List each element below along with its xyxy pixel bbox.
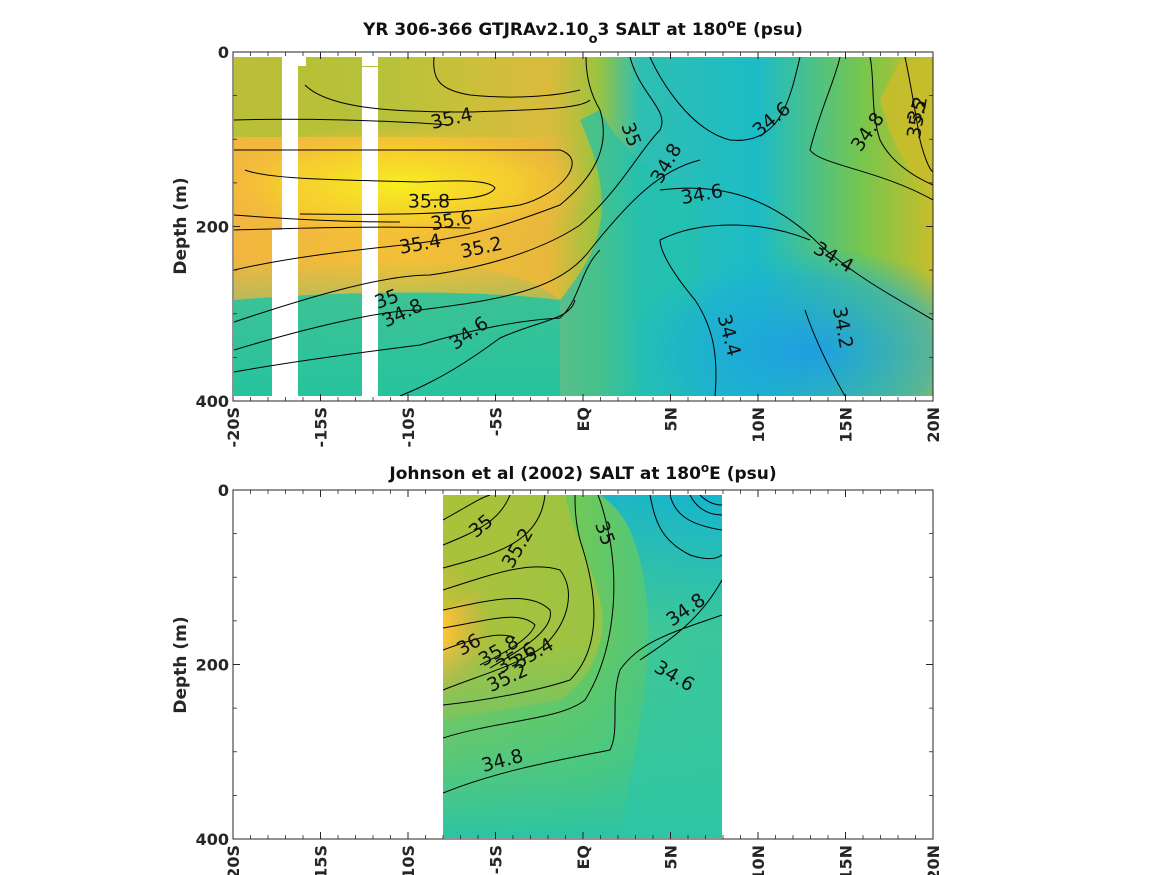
bottom-ytick-label: 400 (196, 830, 229, 849)
top-xtick-label: -20S (224, 407, 243, 447)
top-xtick-label: 10N (749, 407, 768, 443)
bottom-xtick-label: 15N (837, 845, 856, 875)
top-contours (234, 57, 933, 396)
bottom-ytick-label: 0 (218, 481, 229, 500)
top-panel: YR 306-366 GTJRAv2.10o3 SALT at 180oE (p… (171, 17, 943, 447)
bottom-xtick-label: 5N (662, 845, 681, 870)
top-ytick-label: 0 (218, 43, 229, 62)
bottom-panel: Johnson et al (2002) SALT at 180oE (psu) (171, 461, 943, 875)
bottom-heatmap (443, 495, 722, 838)
bottom-ylabel: Depth (m) (171, 616, 191, 713)
top-xtick-label: 15N (837, 407, 856, 443)
top-heatmap (234, 57, 933, 396)
top-xtick-label: -5S (487, 407, 506, 436)
bottom-xtick-label: EQ (574, 845, 593, 870)
bottom-contours (443, 495, 722, 794)
top-axis-ticks: -20S -15S -10S -5S EQ 5N 10N 15N 20N 0 200 400 (196, 43, 943, 447)
top-xtick-label: EQ (574, 407, 593, 432)
top-contour-label: 35.8 (408, 191, 450, 213)
bottom-xtick-label: 20N (924, 845, 943, 875)
bottom-xtick-label: -20S (224, 845, 243, 875)
top-ytick-label: 400 (196, 392, 229, 411)
top-panel-title: YR 306-366 GTJRAv2.10o3 SALT at 180oE (p… (362, 17, 803, 47)
top-xtick-label: -15S (312, 407, 331, 447)
bottom-ytick-label: 200 (196, 656, 229, 675)
top-ytick-label: 200 (196, 218, 229, 237)
bottom-xtick-label: 10N (749, 845, 768, 875)
top-xtick-label: 5N (662, 407, 681, 432)
bottom-panel-title: Johnson et al (2002) SALT at 180oE (psu) (388, 461, 776, 484)
top-xtick-label: 20N (924, 407, 943, 443)
bottom-xtick-label: -10S (399, 845, 418, 875)
top-xtick-label: -10S (399, 407, 418, 447)
top-ylabel: Depth (m) (171, 177, 191, 274)
bottom-xtick-label: -15S (312, 845, 331, 875)
bottom-axis-ticks: -20S -15S -10S -5S EQ 5N 10N 15N 20N 0 200 400 (196, 481, 943, 875)
bottom-xtick-label: -5S (487, 845, 506, 874)
